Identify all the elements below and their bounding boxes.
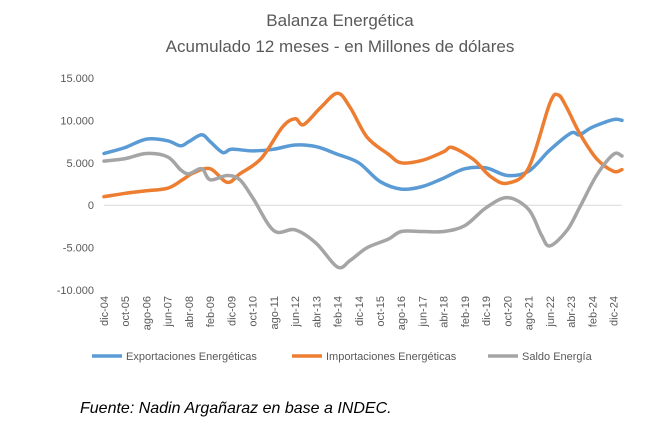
x-tick-label: feb-24: [587, 296, 599, 327]
legend-label-exportaciones: Exportaciones Energéticas: [126, 351, 257, 363]
y-tick-label: 5.000: [66, 158, 94, 170]
y-tick-label: 15.000: [60, 73, 94, 85]
x-tick-label: feb-09: [205, 296, 217, 327]
source-note: Fuente: Nadin Argañaraz en base a INDEC.: [80, 400, 392, 417]
exportaciones-line: [102, 117, 624, 192]
legend: Exportaciones Energéticas Importaciones E…: [92, 351, 593, 363]
x-tick-label: oct-15: [375, 296, 387, 327]
x-tick-label: ago-21: [524, 296, 536, 330]
x-tick-label: abr-13: [311, 296, 323, 328]
chart-subtitle: Acumulado 12 meses - en Millones de dóla…: [166, 37, 515, 56]
x-tick-label: jun-07: [163, 296, 175, 328]
x-tick-label: feb-14: [333, 296, 345, 327]
x-tick-label: abr-23: [566, 296, 578, 328]
x-tick-label: jun-17: [417, 296, 429, 328]
x-tick-label: abr-18: [439, 296, 451, 328]
saldo-line: [102, 151, 624, 270]
x-tick-label: dic-19: [481, 296, 493, 326]
legend-label-importaciones: Importaciones Energéticas: [326, 351, 457, 363]
legend-label-saldo: Saldo Energía: [522, 351, 593, 363]
x-tick-label: jun-22: [545, 296, 557, 328]
x-axis: dic-04 oct-05 ago-06 jun-07 abr-08 feb-09 dic-…: [99, 296, 621, 330]
x-tick-label: oct-05: [120, 296, 132, 327]
x-tick-label: dic-24: [609, 296, 621, 326]
x-tick-label: jun-12: [290, 296, 302, 328]
chart-title: Balanza Energética: [266, 11, 414, 30]
x-tick-label: oct-20: [502, 296, 514, 327]
x-tick-label: ago-06: [141, 296, 153, 330]
x-tick-label: ago-16: [396, 296, 408, 330]
x-tick-label: abr-08: [184, 296, 196, 328]
x-tick-label: ago-11: [269, 296, 281, 329]
y-tick-label: -10.000: [57, 285, 94, 297]
y-tick-label: 0: [88, 200, 94, 212]
x-tick-label: oct-10: [248, 296, 260, 327]
y-tick-label: 10.000: [60, 115, 94, 127]
y-tick-label: -5.000: [63, 243, 94, 255]
x-tick-label: feb-19: [460, 296, 472, 327]
series-lines: [102, 91, 624, 270]
x-tick-label: dic-14: [354, 296, 366, 326]
x-tick-label: dic-04: [99, 296, 111, 326]
x-tick-label: dic-09: [226, 296, 238, 326]
y-axis: 15.000 10.000 5.000 0 -5.000 -10.000: [57, 73, 94, 297]
